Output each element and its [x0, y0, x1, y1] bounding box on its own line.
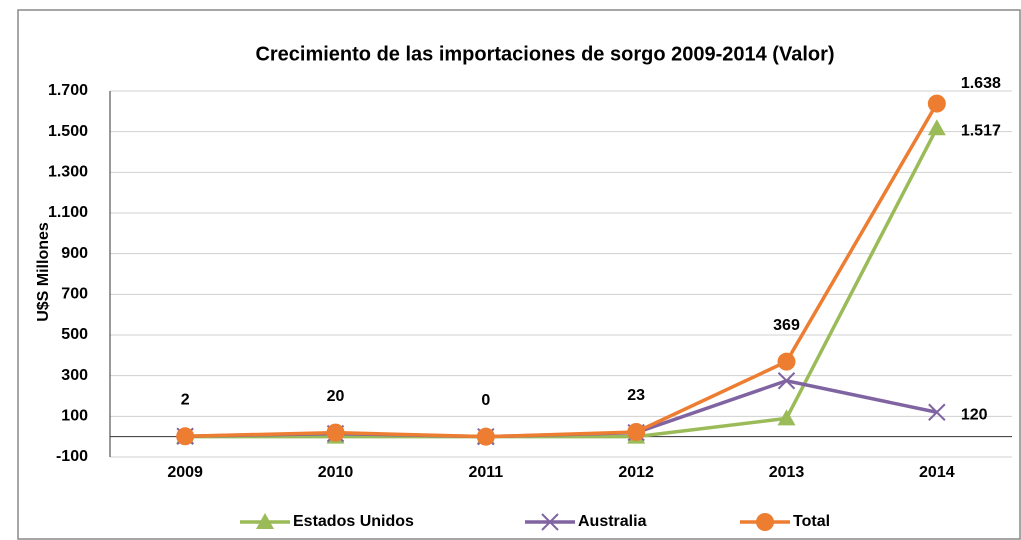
- data-label: 120: [961, 406, 988, 423]
- x-tick-label: 2014: [919, 464, 955, 481]
- y-tick-label: 700: [61, 286, 88, 303]
- data-point: [176, 427, 195, 446]
- y-tick-label: 100: [61, 408, 88, 425]
- data-point: [326, 423, 345, 442]
- data-point: [777, 409, 796, 426]
- x-tick-label: 2009: [167, 464, 203, 481]
- data-point: [476, 427, 495, 446]
- data-label: 369: [773, 317, 800, 334]
- y-tick-label: -100: [56, 448, 88, 465]
- legend-marker: [756, 513, 774, 531]
- y-tick-label: 1.300: [48, 164, 88, 181]
- data-label: 20: [327, 388, 345, 405]
- y-tick-label: 900: [61, 245, 88, 262]
- series-line: [185, 127, 939, 439]
- data-label: 1.517: [961, 122, 1001, 139]
- y-tick-label: 1.500: [48, 123, 88, 140]
- data-point: [927, 94, 946, 113]
- data-label: 1.638: [961, 75, 1001, 92]
- chart-frame: [17, 9, 1021, 540]
- data-point: [777, 372, 796, 390]
- series-line: [185, 102, 939, 439]
- x-tick-label: 2011: [468, 464, 503, 481]
- data-label: 23: [627, 387, 645, 404]
- data-point: [927, 119, 946, 136]
- legend-label: Estados Unidos: [293, 513, 414, 530]
- x-tick-label: 2012: [618, 464, 654, 481]
- y-tick-label: 1.100: [48, 204, 88, 221]
- legend-marker: [541, 513, 559, 531]
- x-tick-label: 2010: [318, 464, 354, 481]
- y-tick-label: 500: [61, 326, 88, 343]
- data-label: 2: [181, 391, 190, 408]
- data-point: [627, 422, 646, 441]
- data-point: [928, 403, 946, 421]
- chart-title: Crecimiento de las importaciones de sorg…: [255, 43, 834, 65]
- legend-marker: [256, 513, 274, 529]
- y-axis-label: U$S Millones: [35, 222, 52, 322]
- y-tick-label: 300: [61, 367, 88, 384]
- data-point: [777, 352, 796, 371]
- x-tick-label: 2013: [769, 464, 805, 481]
- data-label: 0: [481, 392, 490, 409]
- legend-label: Australia: [578, 513, 647, 530]
- y-tick-label: 1.700: [48, 82, 88, 99]
- legend-label: Total: [793, 513, 830, 530]
